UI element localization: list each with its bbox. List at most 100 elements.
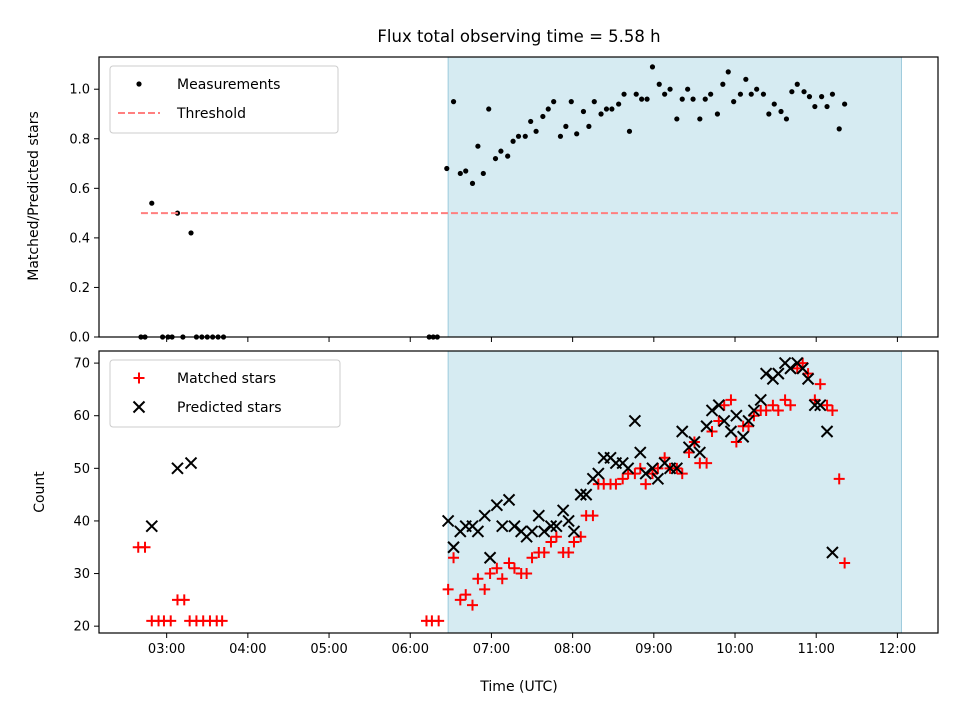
- data-point: [149, 200, 155, 206]
- data-point: [475, 143, 481, 149]
- data-point: [486, 106, 492, 112]
- data-point: [442, 583, 454, 595]
- data-point: [525, 525, 539, 538]
- data-point: [674, 116, 680, 122]
- data-point: [652, 462, 664, 474]
- data-point: [794, 81, 800, 87]
- data-point: [690, 96, 696, 102]
- data-point: [676, 425, 689, 438]
- data-point: [814, 398, 827, 412]
- data-point: [826, 404, 838, 416]
- data-point: [480, 170, 486, 177]
- data-point: [730, 409, 743, 422]
- axes-frame: [98, 56, 939, 338]
- data-point: [603, 106, 610, 112]
- data-point: [454, 594, 466, 606]
- top-ylabel: Matched/Predicted stars: [26, 111, 42, 281]
- data-point: [492, 155, 499, 162]
- data-point: [808, 398, 822, 412]
- x-tick-label: 04:00: [229, 642, 266, 657]
- data-point: [725, 69, 731, 75]
- data-point: [839, 557, 851, 569]
- x-tick-label: 10:00: [716, 642, 753, 657]
- data-point: [609, 106, 615, 112]
- data-point: [460, 589, 472, 601]
- data-point: [829, 91, 836, 97]
- data-point: [550, 519, 563, 533]
- data-point: [639, 467, 652, 480]
- data-point: [679, 96, 685, 102]
- data-point: [717, 414, 731, 428]
- x-tick-label: 06:00: [392, 642, 429, 657]
- data-point: [145, 519, 158, 533]
- legend-label: Threshold: [176, 106, 246, 122]
- data-point: [557, 133, 564, 139]
- bottom-ylabel: Count: [32, 471, 48, 513]
- bottom-panel: Count 03:00 04:00 05:00 06:00 07:00 08:00 09:0…: [32, 350, 939, 695]
- data-point: [575, 531, 587, 543]
- data-point: [783, 116, 790, 122]
- data-point: [806, 94, 813, 100]
- data-point: [508, 562, 520, 574]
- data-point: [730, 436, 742, 448]
- legend: Matched stars Predicted stars: [109, 359, 341, 428]
- data-point: [779, 394, 791, 406]
- data-point: [747, 404, 761, 417]
- data-point: [508, 519, 521, 533]
- data-point: [563, 123, 569, 129]
- data-point: [743, 76, 749, 82]
- data-point: [772, 404, 784, 416]
- x-tick-label: 05:00: [310, 642, 347, 657]
- data-point: [814, 378, 826, 390]
- legend-box: [109, 359, 341, 428]
- data-point: [556, 504, 570, 517]
- data-point: [842, 101, 848, 107]
- data-point: [188, 230, 194, 236]
- data-point: [754, 393, 767, 407]
- data-point: [824, 103, 830, 110]
- data-point: [760, 404, 772, 416]
- data-point: [139, 541, 151, 553]
- data-point: [759, 367, 773, 380]
- data-point: [714, 111, 721, 117]
- data-point: [662, 91, 668, 97]
- x-tick-label: 07:00: [473, 642, 510, 657]
- data-point: [801, 89, 807, 95]
- data-point: [444, 165, 450, 172]
- data-point: [659, 452, 671, 464]
- data-point: [712, 398, 725, 412]
- data-point: [617, 473, 629, 485]
- data-point: [754, 86, 760, 92]
- data-point: [591, 99, 597, 105]
- legend-swatch: [133, 372, 145, 384]
- data-point: [685, 86, 691, 92]
- data-point: [640, 478, 652, 490]
- data-point: [505, 153, 511, 159]
- data-point: [545, 536, 557, 548]
- data-point: [791, 362, 803, 374]
- data-point: [562, 514, 575, 528]
- data-point: [598, 111, 604, 117]
- x-tick-label: 09:00: [635, 642, 672, 657]
- data-point: [644, 96, 650, 102]
- shaded-interval: [448, 351, 902, 633]
- data-point: [491, 562, 503, 574]
- data-point: [797, 357, 809, 369]
- legend: Measurements Threshold: [109, 65, 339, 134]
- data-point: [496, 519, 509, 533]
- data-point: [784, 362, 797, 375]
- data-point: [621, 462, 635, 475]
- data-point: [796, 362, 809, 375]
- shaded-interval: [448, 57, 902, 337]
- data-point: [574, 488, 587, 501]
- data-point: [567, 525, 581, 538]
- data-point: [742, 414, 755, 428]
- y-tick-label: 50: [73, 462, 90, 477]
- x-tick-label: 03:00: [148, 642, 185, 657]
- data-point: [737, 91, 744, 97]
- data-point: [670, 462, 684, 475]
- data-point: [579, 488, 593, 501]
- data-point: [587, 510, 599, 522]
- data-point: [515, 133, 522, 139]
